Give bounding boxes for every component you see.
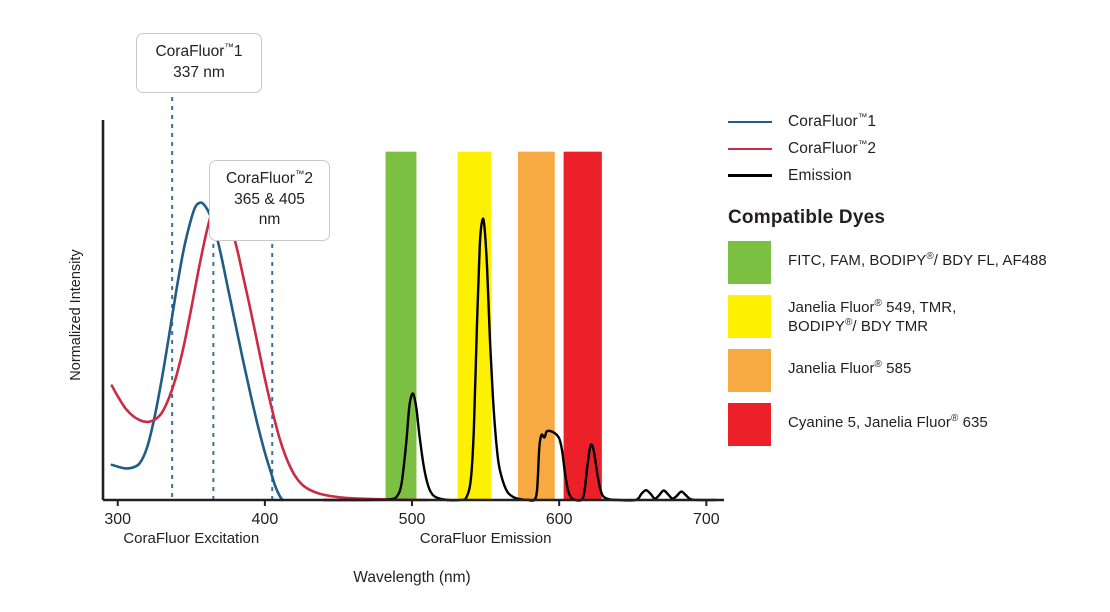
- dye-label-0: FITC, FAM, BODIPY®/ BDY FL, AF488: [788, 251, 1047, 269]
- x-tick-label-500: 500: [399, 511, 426, 528]
- dye-item-2: Janelia Fluor® 585: [728, 349, 1100, 392]
- y-axis-title: Normalized Intensity: [68, 249, 84, 381]
- series-curve-2: [322, 217, 717, 503]
- legend-line-swatch-2: [728, 174, 772, 177]
- callout-corafluor2: CoraFluor™2 365 & 405 nm: [209, 160, 330, 241]
- legend-line-swatch-1: [728, 147, 772, 150]
- dye-swatch-3: [728, 403, 771, 446]
- legend-line-swatch-0: [728, 120, 772, 123]
- legend-line-label-1: CoraFluor™2: [788, 138, 877, 158]
- dye-label-1: Janelia Fluor® 549, TMR, BODIPY®/ BDY TMR: [788, 298, 957, 336]
- dye-label-2: Janelia Fluor® 585: [788, 359, 912, 377]
- dye-item-3: Cyanine 5, Janelia Fluor® 635: [728, 403, 1100, 446]
- series-curve-1: [110, 203, 429, 502]
- callout-corafluor2-line1: CoraFluor™2: [225, 169, 314, 188]
- x-tick-label-300: 300: [104, 511, 131, 528]
- chart-legend: CoraFluor™1 CoraFluor™2 Emission Compatibl…: [728, 108, 1100, 457]
- yellow-band: [457, 151, 492, 500]
- callout-corafluor1-line2: 337 nm: [173, 63, 225, 81]
- compatible-dyes-title: Compatible Dyes: [728, 207, 886, 228]
- callout-corafluor1: CoraFluor™1 337 nm: [136, 33, 262, 94]
- axis-section-label-1: CoraFluor Emission: [420, 530, 552, 547]
- axis-section-label-0: CoraFluor Excitation: [123, 530, 259, 547]
- legend-line-label-0: CoraFluor™1: [788, 111, 877, 131]
- legend-item-1: CoraFluor™2: [728, 135, 1100, 162]
- x-tick-label-400: 400: [252, 511, 279, 528]
- legend-item-2: Emission: [728, 162, 1100, 189]
- x-tick-label-600: 600: [546, 511, 573, 528]
- series-curve-0: [110, 201, 284, 502]
- dye-item-1: Janelia Fluor® 549, TMR, BODIPY®/ BDY TMR: [728, 295, 1100, 338]
- legend-line-label-2: Emission: [788, 166, 852, 184]
- dye-label-3: Cyanine 5, Janelia Fluor® 635: [788, 413, 988, 431]
- series-legend: CoraFluor™1 CoraFluor™2 Emission: [728, 108, 1100, 189]
- x-tick-label-700: 700: [693, 511, 720, 528]
- orange-band: [517, 151, 555, 500]
- dye-item-0: FITC, FAM, BODIPY®/ BDY FL, AF488: [728, 241, 1100, 284]
- red-band: [563, 151, 602, 500]
- legend-item-0: CoraFluor™1: [728, 108, 1100, 135]
- compatible-dyes-list: FITC, FAM, BODIPY®/ BDY FL, AF488 Janelia…: [728, 241, 1100, 446]
- green-band: [385, 151, 417, 500]
- x-axis-title: Wavelength (nm): [353, 569, 470, 586]
- callout-corafluor2-line2: 365 & 405 nm: [234, 190, 305, 229]
- dye-swatch-0: [728, 241, 771, 284]
- dye-swatch-1: [728, 295, 771, 338]
- dye-swatch-2: [728, 349, 771, 392]
- callout-corafluor1-line1: CoraFluor™1: [155, 42, 243, 61]
